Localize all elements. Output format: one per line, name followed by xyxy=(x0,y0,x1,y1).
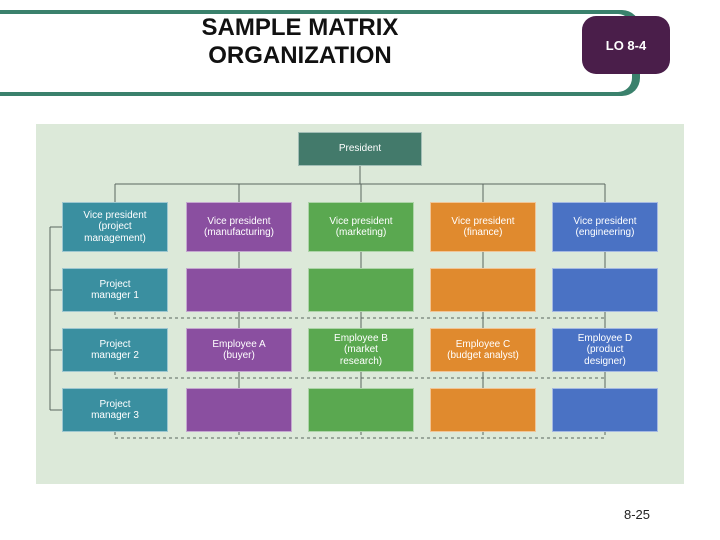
matrix-org-chart: President Vice president(projectmanagemen… xyxy=(36,124,684,484)
page-number: 8-25 xyxy=(624,507,650,522)
pm-box-0-label: Projectmanager 1 xyxy=(91,279,139,302)
vp-box-2: Vice president(marketing) xyxy=(308,202,414,252)
cell-1-4: Employee D(productdesigner) xyxy=(552,328,658,372)
title-line1: SAMPLE MATRIX xyxy=(202,14,399,41)
cell-1-4-label: Employee D(productdesigner) xyxy=(578,333,632,368)
pm-box-0: Projectmanager 1 xyxy=(62,268,168,312)
cell-1-2-label: Employee B(marketresearch) xyxy=(334,333,388,368)
vp-box-4-label: Vice president(engineering) xyxy=(573,216,636,239)
president-box: President xyxy=(298,132,422,166)
cell-1-1: Employee A(buyer) xyxy=(186,328,292,372)
cell-2-3 xyxy=(430,388,536,432)
cell-2-1 xyxy=(186,388,292,432)
page-title: SAMPLE MATRIX ORGANIZATION xyxy=(150,14,450,69)
title-line2: ORGANIZATION xyxy=(208,42,392,69)
vp-box-3-label: Vice president(finance) xyxy=(451,216,514,239)
vp-box-2-label: Vice president(marketing) xyxy=(329,216,392,239)
lo-label: LO 8-4 xyxy=(606,38,646,53)
cell-0-1 xyxy=(186,268,292,312)
cell-2-4 xyxy=(552,388,658,432)
president-box-label: President xyxy=(339,143,381,155)
pm-box-1-label: Projectmanager 2 xyxy=(91,339,139,362)
pm-box-1: Projectmanager 2 xyxy=(62,328,168,372)
cell-1-2: Employee B(marketresearch) xyxy=(308,328,414,372)
vp-box-0: Vice president(projectmanagement) xyxy=(62,202,168,252)
cell-0-4 xyxy=(552,268,658,312)
vp-box-1: Vice president(manufacturing) xyxy=(186,202,292,252)
lo-badge: LO 8-4 xyxy=(582,16,670,74)
cell-0-2 xyxy=(308,268,414,312)
vp-box-0-label: Vice president(projectmanagement) xyxy=(83,210,146,245)
vp-box-3: Vice president(finance) xyxy=(430,202,536,252)
vp-box-1-label: Vice president(manufacturing) xyxy=(204,216,274,239)
cell-1-1-label: Employee A(buyer) xyxy=(212,339,265,362)
vp-box-4: Vice president(engineering) xyxy=(552,202,658,252)
pm-box-2: Projectmanager 3 xyxy=(62,388,168,432)
cell-1-3-label: Employee C(budget analyst) xyxy=(447,339,519,362)
cell-0-3 xyxy=(430,268,536,312)
pm-box-2-label: Projectmanager 3 xyxy=(91,399,139,422)
cell-2-2 xyxy=(308,388,414,432)
cell-1-3: Employee C(budget analyst) xyxy=(430,328,536,372)
